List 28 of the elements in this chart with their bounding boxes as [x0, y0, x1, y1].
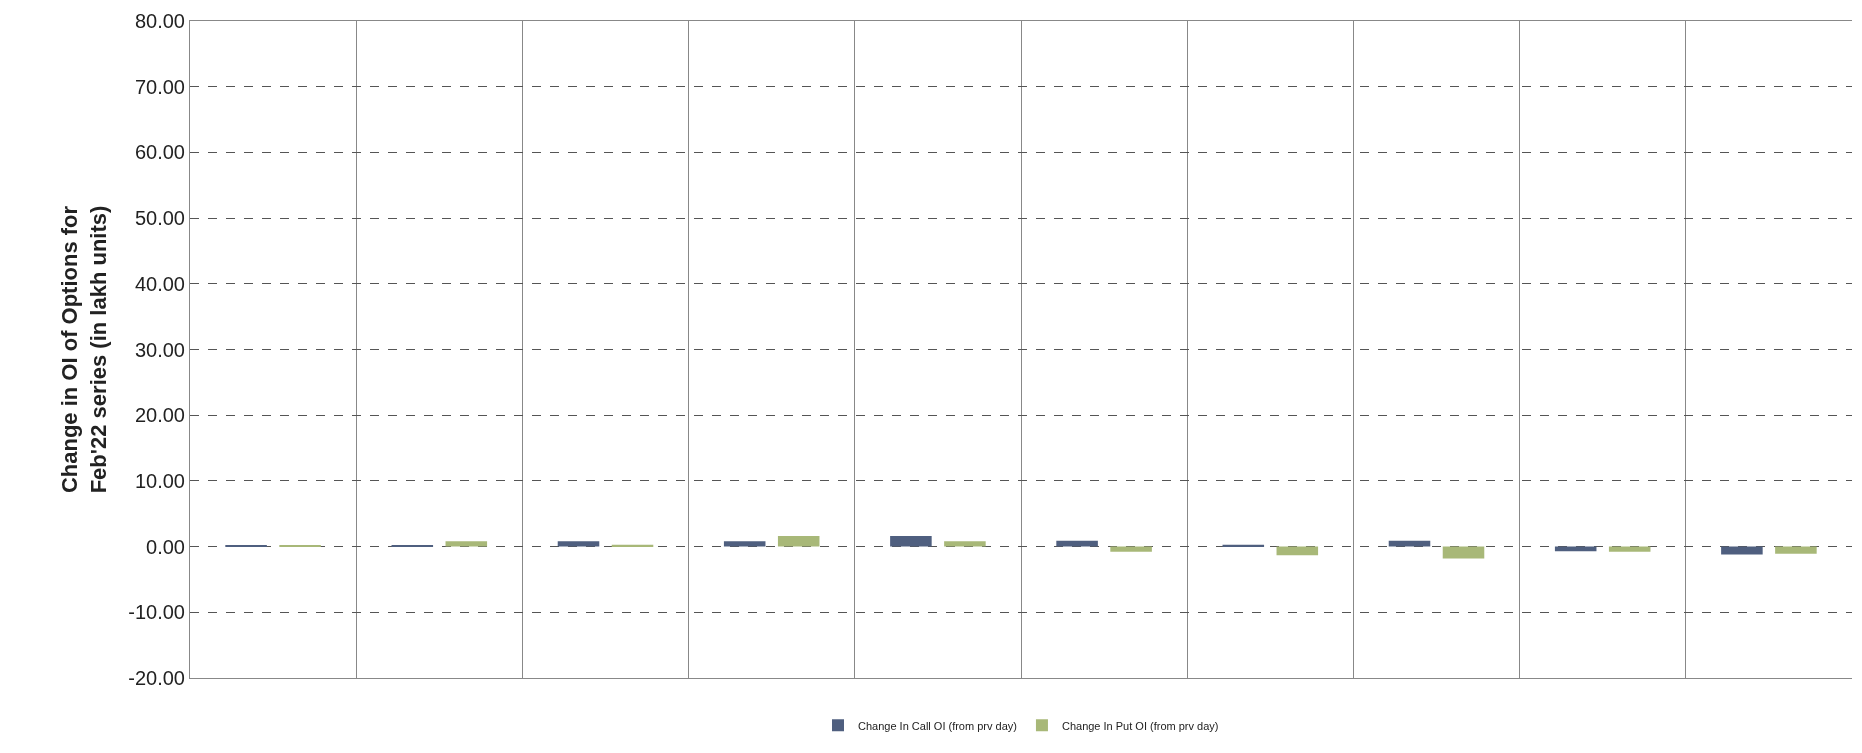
bar: [1721, 546, 1763, 555]
y-tick-label: -10.00: [128, 601, 185, 624]
bar: [1056, 540, 1098, 547]
y-tick-label: 30.00: [134, 338, 185, 361]
y-tick-label: 50.00: [134, 207, 185, 230]
bar: [890, 536, 932, 547]
bar: [445, 541, 488, 547]
y-tick-label: -20.00: [128, 667, 185, 689]
bar: [1110, 546, 1152, 552]
y-tick-label: 20.00: [134, 404, 185, 427]
bar: [1775, 546, 1817, 554]
y-tick-label: 60.00: [134, 141, 185, 164]
y-tick-label: 10.00: [134, 469, 185, 492]
bar: [777, 536, 820, 547]
y-tick-label: 40.00: [134, 272, 185, 295]
legend-label: Change In Call OI (from prv day): [858, 719, 1017, 732]
bar: [723, 541, 766, 547]
y-axis-title: Change in OI of Options for Feb'22 series (in lakh units): [57, 205, 112, 494]
bar: [1276, 546, 1319, 556]
y-tick-label: 0.00: [146, 535, 185, 558]
bar: [1442, 546, 1485, 559]
bar: [1608, 546, 1651, 552]
legend-label: Change In Put OI (from prv day): [1061, 719, 1219, 732]
bar: [1388, 540, 1431, 547]
y-tick-label: 70.00: [134, 75, 185, 98]
bar: [944, 541, 986, 547]
y-tick-label: 80.00: [134, 10, 185, 32]
bar: [557, 541, 600, 547]
